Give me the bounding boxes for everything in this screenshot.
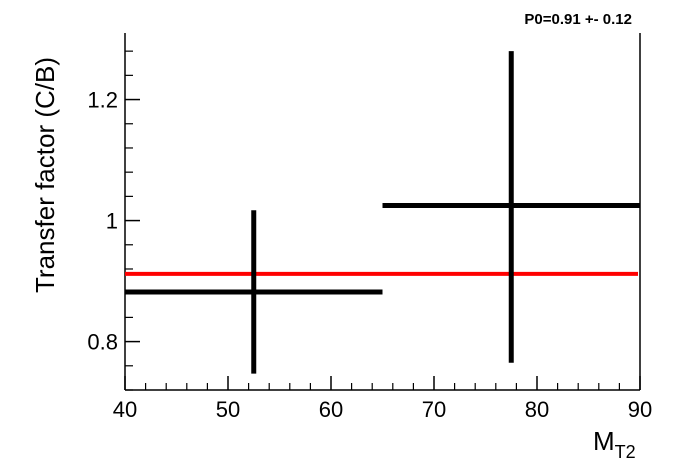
data-points (125, 51, 640, 374)
minor-ticks (125, 50, 621, 391)
y-ticks: 0.8 1 1.2 (87, 88, 140, 355)
x-tick-label: 40 (113, 397, 137, 422)
x-tick-label: 80 (525, 397, 549, 422)
x-axis-title-main: M (593, 426, 615, 456)
x-tick-label: 50 (216, 397, 240, 422)
data-point (125, 210, 383, 374)
x-axis-title-subscript: T2 (615, 442, 636, 462)
y-axis-title: Transfer factor (C/B) (30, 57, 60, 293)
x-tick-label: 60 (319, 397, 343, 422)
x-tick-label: 90 (628, 397, 652, 422)
x-tick-label: 70 (422, 397, 446, 422)
fit-result-label: P0=0.91 +- 0.12 (524, 11, 632, 28)
x-ticks: 40 50 60 70 80 90 (113, 376, 652, 422)
y-tick-label: 0.8 (87, 330, 118, 355)
data-point (382, 51, 640, 363)
x-axis-title: MT2 (593, 426, 636, 462)
y-tick-label: 1.2 (87, 88, 118, 113)
y-tick-label: 1 (106, 209, 118, 234)
